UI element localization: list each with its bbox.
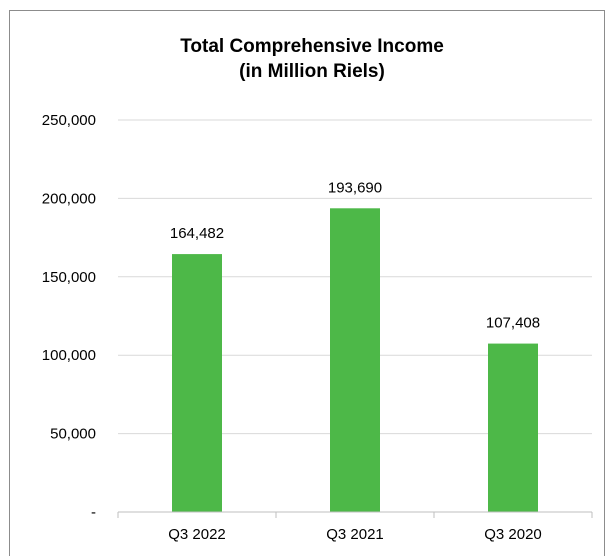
y-tick-label: 50,000	[50, 426, 96, 443]
data-label: 193,690	[328, 179, 382, 196]
y-tick-label: 250,000	[42, 112, 96, 129]
y-tick-label: 150,000	[42, 269, 96, 286]
x-tick-label: Q3 2020	[484, 526, 542, 543]
data-label: 164,482	[170, 225, 224, 242]
data-labels: 164,482 193,690 107,408	[170, 179, 540, 331]
y-tick-label: 200,000	[42, 190, 96, 207]
bar	[172, 254, 222, 512]
y-axis-tick-labels: - 50,000 100,000 150,000 200,000 250,000	[42, 112, 96, 521]
y-tick-label: -	[91, 504, 96, 521]
x-tick-label: Q3 2022	[168, 526, 226, 543]
x-axis	[117, 511, 593, 518]
x-tick-label: Q3 2021	[326, 526, 384, 543]
data-label: 107,408	[486, 315, 540, 332]
chart-title-line-2: (in Million Riels)	[239, 61, 385, 82]
bars	[172, 208, 538, 513]
chart-title: Total Comprehensive Income (in Million R…	[180, 36, 444, 82]
chart-title-line-1: Total Comprehensive Income	[180, 36, 444, 57]
bar	[488, 343, 538, 512]
x-axis-tick-labels: Q3 2022 Q3 2021 Q3 2020	[168, 526, 542, 543]
y-tick-label: 100,000	[42, 347, 96, 364]
bar	[330, 208, 380, 513]
